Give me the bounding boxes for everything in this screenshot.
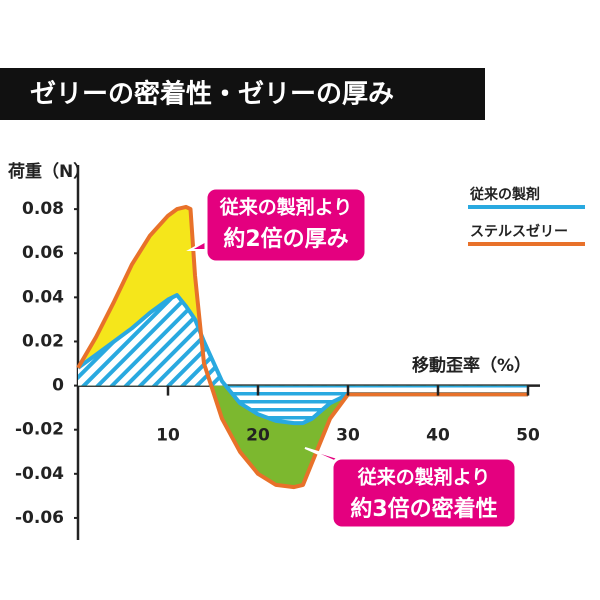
- series-line: [76, 204, 528, 490]
- y-tick-label: 0.02: [22, 331, 64, 351]
- callout-box: [204, 186, 368, 264]
- y-tick-label: -0.04: [15, 464, 64, 484]
- y-tick-label: 0.04: [22, 287, 64, 307]
- callout-box: [330, 456, 518, 530]
- y-tick-label: 0.08: [22, 199, 64, 219]
- y-tick-label: -0.02: [15, 420, 64, 440]
- x-tick-label: 30: [336, 426, 360, 446]
- x-tick-label: 20: [246, 426, 270, 446]
- y-tick-label: -0.06: [15, 508, 64, 528]
- y-axis-label: 荷重（N）: [8, 161, 90, 182]
- x-tick-label: 40: [426, 426, 450, 446]
- legend-label: 従来の製剤: [469, 186, 540, 203]
- callout-text: 約2倍の厚み: [223, 226, 348, 252]
- x-axis-label: 移動歪率（%）: [412, 355, 531, 376]
- callout-text: 従来の製剤より: [357, 466, 491, 489]
- y-tick-label: 0.06: [22, 243, 64, 263]
- x-tick-label: 10: [156, 426, 180, 446]
- x-tick-label: 50: [516, 426, 540, 446]
- series-line: [76, 293, 528, 426]
- chart-title: ゼリーの密着性・ゼリーの厚み: [30, 79, 394, 110]
- legend-label: ステルスゼリー: [470, 223, 568, 240]
- callout-text: 従来の製剤より: [219, 196, 353, 219]
- hatch-below: [225, 385, 528, 424]
- hatch-above: [78, 295, 528, 386]
- y-tick-label: 0: [52, 376, 64, 396]
- callout-text: 約3倍の密着性: [350, 496, 497, 522]
- title-banner: [0, 68, 485, 120]
